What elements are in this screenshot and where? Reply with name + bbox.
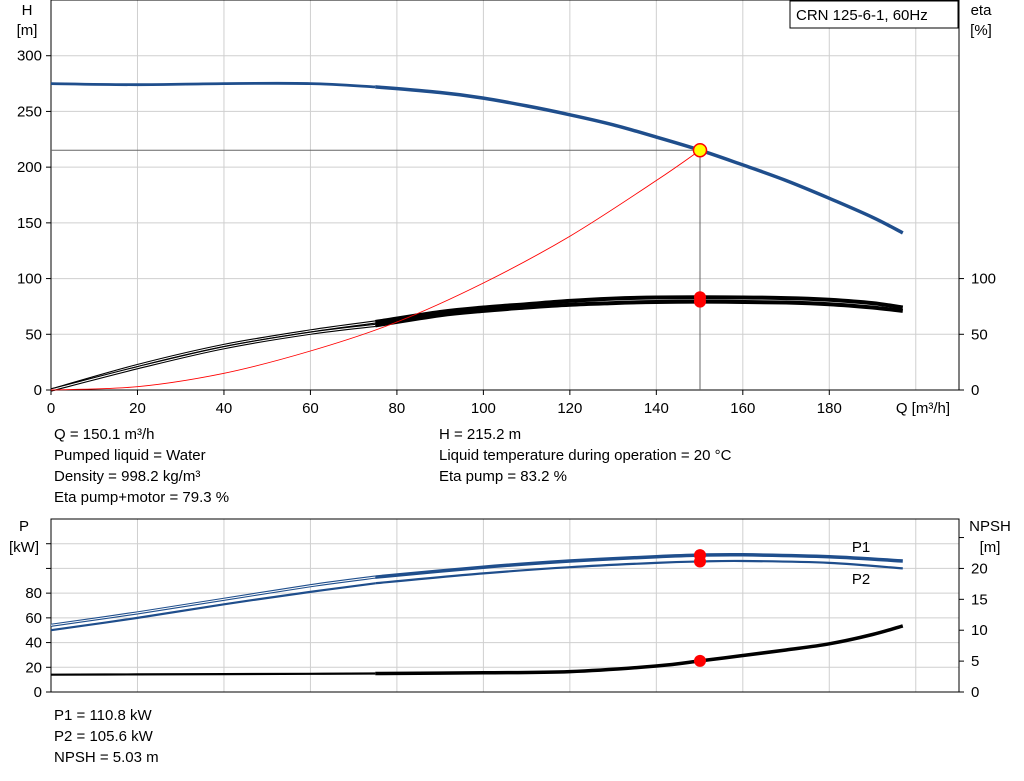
y-tick-label-right: 0 [971, 382, 979, 399]
y-tick-label-left: 150 [17, 215, 42, 232]
y-axis-label-left-unit: [m] [17, 22, 38, 39]
y-tick-label-left: 0 [34, 382, 42, 399]
p1-curve-label: P1 [852, 539, 870, 556]
p2-curve-line [375, 559, 903, 585]
y-axis-label-right-unit: [%] [970, 22, 992, 39]
x-tick-label: 60 [302, 400, 319, 417]
bottom-plot-frame [50, 518, 960, 693]
head-curve-line [375, 85, 904, 235]
info-bottom: P1 = 110.8 kW P2 = 105.6 kW NPSH = 5.03 … [54, 705, 159, 768]
x-tick-label: 0 [47, 400, 55, 417]
info-liquid-temperature: Liquid temperature during operation = 20… [439, 447, 732, 464]
npsh-tick-label: 0 [971, 684, 979, 701]
x-tick-label: 80 [389, 400, 406, 417]
eta-pump-curve-line [375, 295, 904, 324]
system-curve [50, 149, 701, 391]
x-tick-label: 40 [216, 400, 233, 417]
x-tick-label: 180 [817, 400, 842, 417]
info-npsh: NPSH = 5.03 m [54, 749, 159, 766]
eta-pump-motor-curve-line [374, 299, 904, 328]
y-tick-label-left: 250 [17, 103, 42, 120]
info-pumped-liquid: Pumped liquid = Water [54, 447, 206, 464]
eta-pump-motor-curve-low-range-inner [50, 324, 376, 391]
p1-curve-low-range-inner [50, 576, 376, 626]
y-tick-label-left: 100 [17, 271, 42, 288]
y-axis-label-left-name: H [22, 2, 33, 19]
p-tick-label: 80 [25, 585, 42, 602]
p-tick-label: 0 [34, 684, 42, 701]
bottom-plot-border [50, 518, 960, 693]
top-plot-border [50, 0, 960, 391]
info-head: H = 215.2 m [439, 426, 522, 443]
npsh-point-marker [694, 654, 707, 667]
chart-title: CRN 125-6-1, 60Hz [796, 7, 928, 24]
info-top-right: H = 215.2 m Liquid temperature during op… [439, 424, 731, 487]
p-axis-label-unit: [kW] [9, 539, 39, 556]
y-tick-label-left: 200 [17, 159, 42, 176]
x-tick-label: 20 [129, 400, 146, 417]
p2-point-marker [694, 555, 707, 568]
info-eta-pump: Eta pump = 83.2 % [439, 468, 567, 485]
p-tick-label: 40 [25, 635, 42, 652]
npsh-tick-label: 10 [971, 622, 988, 639]
npsh-axis-label-unit: [m] [980, 539, 1001, 556]
y-axis-label-right-name: eta [971, 2, 993, 19]
p2-curve-label: P2 [852, 571, 870, 588]
npsh-axis-label-name: NPSH [969, 518, 1011, 535]
npsh-tick-label: 5 [971, 653, 979, 670]
info-p2: P2 = 105.6 kW [54, 728, 153, 745]
x-tick-label: 160 [730, 400, 755, 417]
npsh-tick-label: 15 [971, 591, 988, 608]
x-tick-label: 120 [557, 400, 582, 417]
power-npsh-chart: 0 20 40 60 80 0 5 10 15 20 P [kW] NPSH [m] P1 P2 [9, 518, 1011, 701]
p2-curve-low-range [50, 582, 376, 632]
operating-point-marker [692, 142, 708, 158]
p1-curve-line [375, 552, 903, 579]
npsh-curve-low-range [50, 672, 376, 676]
info-p1: P1 = 110.8 kW [54, 707, 152, 724]
info-density: Density = 998.2 kg/m³ [54, 468, 201, 485]
p-axis-label-name: P [19, 518, 29, 535]
title-box [789, 0, 959, 29]
top-plot-frame [50, 0, 960, 391]
npsh-tick-label: 20 [971, 560, 988, 577]
eta-pump-motor-point-marker [694, 295, 707, 308]
info-flow: Q = 150.1 m³/h [54, 426, 155, 443]
x-tick-label: 100 [471, 400, 496, 417]
head-curve-low-range [50, 81, 376, 89]
head-efficiency-chart: 0 20 40 60 80 100 120 140 160 180 0 50 100 150 200 250 3… [17, 0, 996, 417]
x-axis-label: Q [m³/h] [896, 400, 950, 417]
p-tick-label: 60 [25, 610, 42, 627]
p-tick-label: 20 [25, 659, 42, 676]
x-tick-label: 140 [644, 400, 669, 417]
info-eta-pump-motor: Eta pump+motor = 79.3 % [54, 489, 230, 506]
y-tick-label-left: 300 [17, 48, 42, 65]
y-tick-label-right: 100 [971, 271, 996, 288]
y-tick-label-right: 50 [971, 326, 988, 343]
y-tick-label-left: 50 [25, 326, 42, 343]
info-top-left: Q = 150.1 m³/h Pumped liquid = Water Den… [54, 424, 229, 508]
